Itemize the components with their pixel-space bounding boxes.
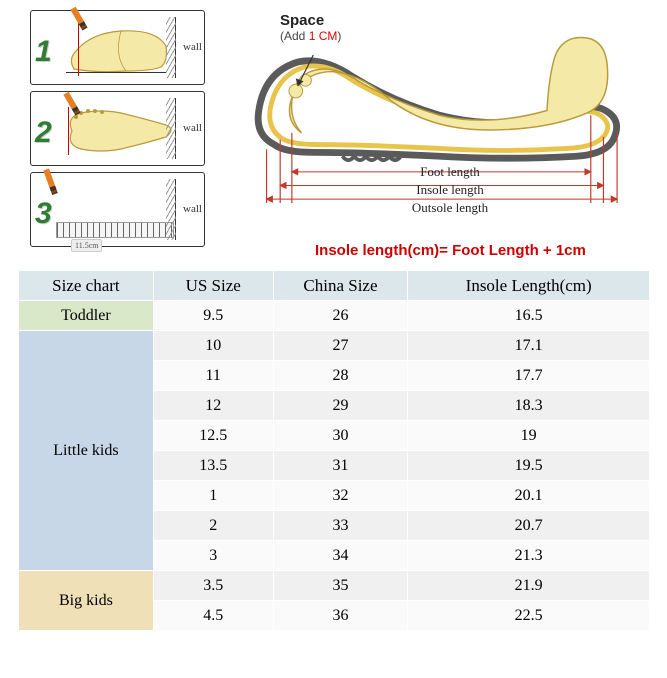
insole-length-label: Insole length bbox=[290, 181, 610, 199]
step-1-number: 1 bbox=[35, 35, 52, 69]
china-size-cell: 32 bbox=[273, 481, 408, 511]
china-size-cell: 26 bbox=[273, 301, 408, 331]
header-insole: Insole Length(cm) bbox=[408, 271, 650, 301]
table-header-row: Size chart US Size China Size Insole Len… bbox=[19, 271, 650, 301]
category-big-kids: Big kids bbox=[19, 571, 154, 631]
insole-cell: 19.5 bbox=[408, 451, 650, 481]
pencil-icon bbox=[43, 169, 58, 195]
header-us-size: US Size bbox=[153, 271, 273, 301]
dimension-labels: Foot length Insole length Outsole length bbox=[290, 185, 610, 239]
wall-label-1: wall bbox=[183, 41, 202, 53]
us-size-cell: 2 bbox=[153, 511, 273, 541]
us-size-cell: 4.5 bbox=[153, 601, 273, 631]
foot-print-icon bbox=[66, 107, 176, 155]
china-size-cell: 30 bbox=[273, 421, 408, 451]
header-size-chart: Size chart bbox=[19, 271, 154, 301]
us-size-cell: 3.5 bbox=[153, 571, 273, 601]
china-size-cell: 33 bbox=[273, 511, 408, 541]
insole-cell: 18.3 bbox=[408, 391, 650, 421]
insole-cell: 20.7 bbox=[408, 511, 650, 541]
step-2-box: 2 wall bbox=[30, 91, 205, 166]
wall-label-2: wall bbox=[183, 122, 202, 134]
insole-cell: 17.1 bbox=[408, 331, 650, 361]
us-size-cell: 3 bbox=[153, 541, 273, 571]
china-size-cell: 29 bbox=[273, 391, 408, 421]
insole-cell: 21.3 bbox=[408, 541, 650, 571]
category-toddler: Toddler bbox=[19, 301, 154, 331]
measurement-steps: 1 wall 2 bbox=[30, 10, 230, 270]
shoe-diagram: Space (Add 1 CM) bbox=[230, 10, 647, 270]
us-size-cell: 9.5 bbox=[153, 301, 273, 331]
category-little-kids: Little kids bbox=[19, 331, 154, 571]
ruler-icon bbox=[56, 222, 174, 238]
instruction-panel: 1 wall 2 bbox=[0, 0, 667, 270]
step-3-box: 3 11.5cm wall bbox=[30, 172, 205, 247]
header-china-size: China Size bbox=[273, 271, 408, 301]
insole-cell: 21.9 bbox=[408, 571, 650, 601]
outsole-length-label: Outsole length bbox=[290, 199, 610, 217]
measurement-readout: 11.5cm bbox=[71, 239, 102, 252]
table-row: Toddler9.52616.5 bbox=[19, 301, 650, 331]
step-1-box: 1 wall bbox=[30, 10, 205, 85]
us-size-cell: 12 bbox=[153, 391, 273, 421]
insole-cell: 16.5 bbox=[408, 301, 650, 331]
china-size-cell: 28 bbox=[273, 361, 408, 391]
china-size-cell: 36 bbox=[273, 601, 408, 631]
insole-cell: 17.7 bbox=[408, 361, 650, 391]
us-size-cell: 1 bbox=[153, 481, 273, 511]
wall-label-3: wall bbox=[183, 203, 202, 215]
step-3-number: 3 bbox=[35, 197, 52, 231]
us-size-cell: 10 bbox=[153, 331, 273, 361]
step-2-number: 2 bbox=[35, 116, 52, 150]
foot-length-label: Foot length bbox=[290, 163, 610, 181]
china-size-cell: 27 bbox=[273, 331, 408, 361]
china-size-cell: 35 bbox=[273, 571, 408, 601]
us-size-cell: 11 bbox=[153, 361, 273, 391]
us-size-cell: 12.5 bbox=[153, 421, 273, 451]
insole-cell: 20.1 bbox=[408, 481, 650, 511]
insole-cell: 19 bbox=[408, 421, 650, 451]
china-size-cell: 31 bbox=[273, 451, 408, 481]
table-row: Little kids102717.1 bbox=[19, 331, 650, 361]
table-row: Big kids3.53521.9 bbox=[19, 571, 650, 601]
us-size-cell: 13.5 bbox=[153, 451, 273, 481]
formula-text: Insole length(cm)= Foot Length + 1cm bbox=[315, 242, 586, 259]
china-size-cell: 34 bbox=[273, 541, 408, 571]
size-chart-table: Size chart US Size China Size Insole Len… bbox=[18, 270, 650, 631]
insole-cell: 22.5 bbox=[408, 601, 650, 631]
